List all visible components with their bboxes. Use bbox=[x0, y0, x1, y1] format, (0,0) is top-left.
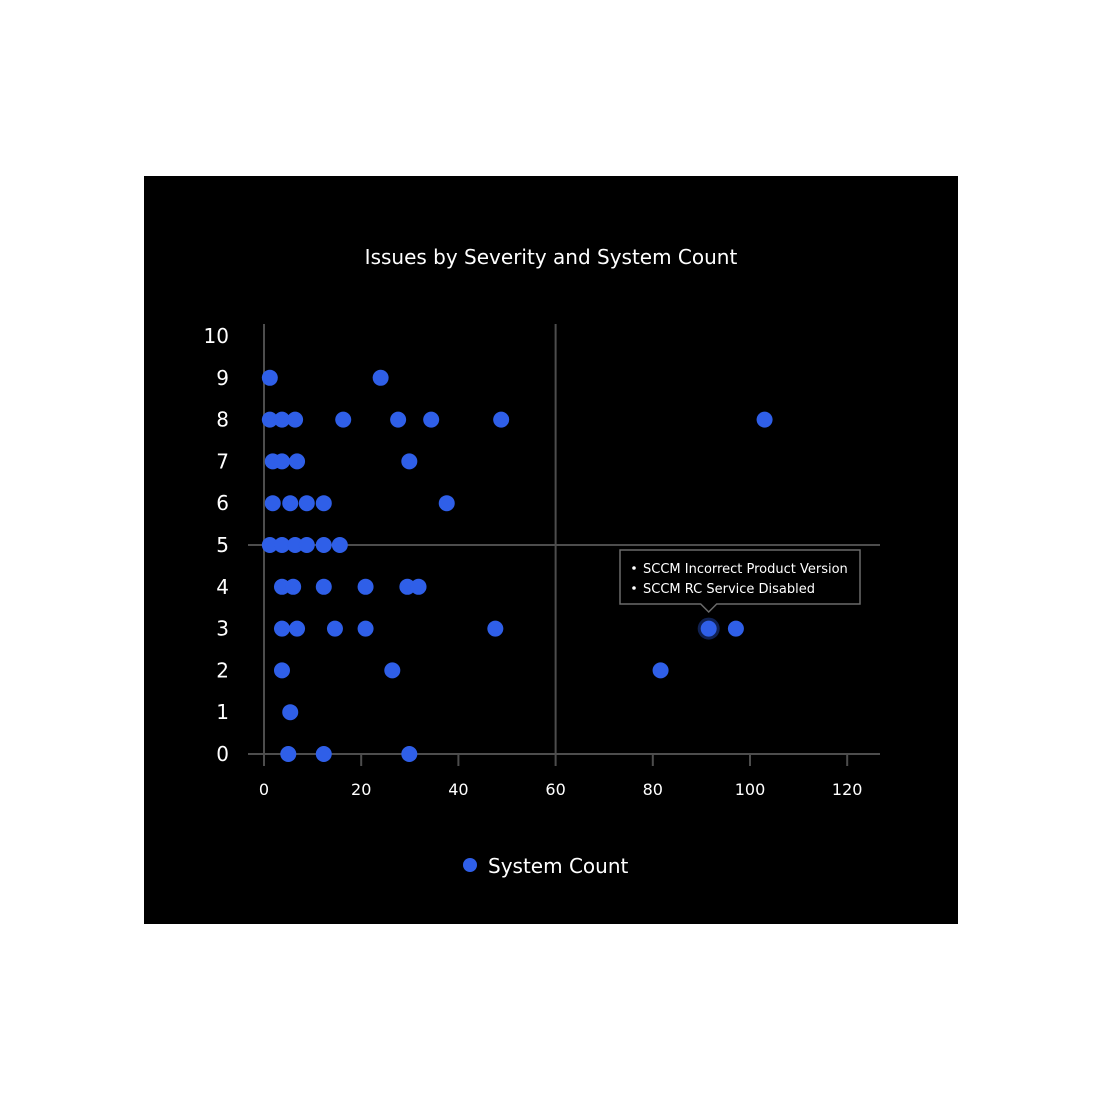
y-tick-label: 2 bbox=[216, 658, 229, 682]
data-point bbox=[273, 578, 290, 595]
data-point bbox=[326, 620, 343, 637]
y-tick-label: 7 bbox=[216, 449, 229, 473]
data-point bbox=[261, 369, 278, 386]
data-points bbox=[261, 369, 773, 762]
data-point bbox=[273, 662, 290, 679]
data-point bbox=[335, 411, 352, 428]
data-point bbox=[372, 369, 389, 386]
data-point bbox=[315, 495, 332, 512]
data-point bbox=[287, 411, 304, 428]
data-point bbox=[264, 495, 281, 512]
tooltip-box bbox=[619, 549, 861, 614]
data-point bbox=[287, 537, 304, 553]
x-tick-label: 20 bbox=[351, 780, 371, 799]
y-tick-label: 4 bbox=[216, 575, 229, 599]
data-point bbox=[298, 537, 315, 553]
x-tick-label: 100 bbox=[735, 780, 766, 799]
data-point bbox=[384, 662, 401, 679]
x-tick-label: 0 bbox=[259, 780, 269, 799]
tooltip-bullet bbox=[632, 586, 636, 590]
data-point bbox=[315, 578, 332, 595]
x-axis-ticks: 0 20 40 60 80 100 120 bbox=[259, 754, 863, 799]
data-point bbox=[315, 746, 332, 762]
data-point bbox=[401, 453, 418, 470]
data-point bbox=[401, 746, 418, 762]
data-point bbox=[280, 746, 297, 762]
data-point bbox=[410, 578, 427, 595]
data-point bbox=[273, 537, 290, 553]
data-point bbox=[756, 411, 773, 428]
data-point bbox=[331, 537, 348, 553]
data-point bbox=[390, 411, 407, 428]
data-point bbox=[315, 537, 332, 553]
data-point bbox=[727, 620, 744, 637]
data-point bbox=[273, 620, 290, 637]
tooltip-item-2: SCCM RC Service Disabled bbox=[643, 582, 815, 597]
chart-title: Issues by Severity and System Count bbox=[365, 245, 738, 269]
data-point bbox=[493, 411, 510, 428]
data-point bbox=[438, 495, 455, 512]
data-point bbox=[273, 411, 290, 428]
data-point bbox=[399, 578, 416, 595]
y-tick-label: 0 bbox=[216, 742, 229, 766]
data-point bbox=[261, 411, 278, 428]
x-tick-label: 80 bbox=[643, 780, 663, 799]
x-tick-label: 40 bbox=[448, 780, 468, 799]
x-tick-label: 60 bbox=[545, 780, 565, 799]
legend-label: System Count bbox=[488, 854, 628, 878]
tooltip-item-1: SCCM Incorrect Product Version bbox=[643, 562, 848, 577]
data-point bbox=[282, 704, 299, 721]
y-tick-label: 1 bbox=[216, 700, 229, 724]
y-tick-label: 8 bbox=[216, 408, 229, 432]
legend-marker bbox=[463, 858, 477, 872]
data-point bbox=[487, 620, 504, 637]
data-point-hovered bbox=[700, 620, 717, 637]
tooltip: SCCM Incorrect Product Version SCCM RC S… bbox=[619, 549, 861, 614]
y-tick-label: 5 bbox=[216, 533, 229, 557]
data-point bbox=[273, 453, 290, 470]
data-point bbox=[298, 495, 315, 512]
y-tick-label: 10 bbox=[204, 324, 229, 348]
data-point bbox=[357, 578, 374, 595]
data-point bbox=[357, 620, 374, 637]
y-axis-ticks: 0 1 2 3 4 5 6 7 8 9 10 bbox=[204, 324, 229, 766]
data-point bbox=[652, 662, 669, 679]
y-tick-label: 6 bbox=[216, 491, 229, 515]
y-tick-label: 3 bbox=[216, 617, 229, 641]
data-point bbox=[261, 537, 278, 553]
x-tick-label: 120 bbox=[832, 780, 863, 799]
axes bbox=[248, 324, 880, 755]
data-point bbox=[285, 578, 302, 595]
data-point bbox=[282, 495, 299, 512]
data-point bbox=[423, 411, 440, 428]
tooltip-bullet bbox=[632, 566, 636, 570]
data-point bbox=[289, 620, 306, 637]
y-tick-label: 9 bbox=[216, 366, 229, 390]
data-point bbox=[289, 453, 306, 470]
legend[interactable]: System Count bbox=[463, 854, 628, 878]
